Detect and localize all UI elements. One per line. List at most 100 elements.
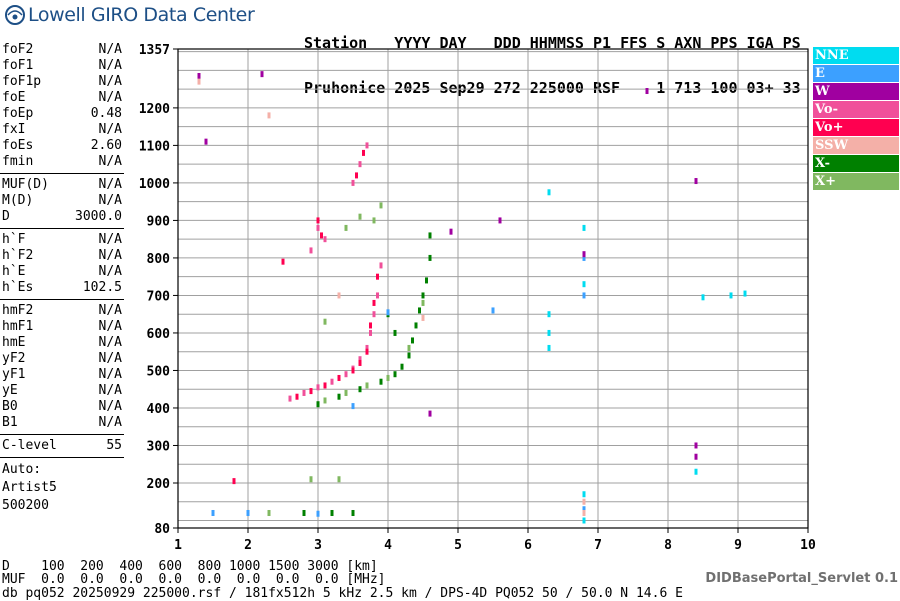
legend-item: X+	[813, 173, 899, 190]
y-tick-label: 1100	[139, 139, 170, 154]
data-point	[386, 309, 390, 316]
data-point	[337, 393, 341, 400]
legend-item: X-	[813, 155, 899, 172]
data-point	[295, 393, 299, 400]
param-name: hmE	[2, 335, 26, 350]
param-row: foE N/A	[0, 90, 124, 106]
data-point	[393, 371, 397, 378]
param-value: N/A	[98, 367, 122, 382]
param-row: hmF1 N/A	[0, 319, 124, 335]
giro-logo-icon	[5, 5, 25, 25]
x-tick-label: 4	[384, 538, 392, 553]
param-row: yF2 N/A	[0, 351, 124, 367]
param-row: h`F N/A	[0, 232, 124, 248]
param-value: N/A	[98, 303, 122, 318]
data-point	[743, 290, 747, 297]
data-point	[362, 149, 365, 156]
param-separator	[0, 173, 124, 174]
param-row: h`F2 N/A	[0, 248, 124, 264]
data-point	[358, 359, 362, 366]
legend: NNE E W Vo- Vo+ SSW X- X+	[813, 47, 899, 191]
data-point	[309, 388, 313, 395]
y-tick-label: 1357	[139, 43, 170, 58]
auto-line1: Auto:	[2, 462, 42, 477]
logo-text: Lowell GIRO Data Center	[28, 4, 255, 26]
data-point	[449, 228, 453, 235]
y-tick-label: 400	[147, 402, 171, 417]
data-point	[204, 138, 208, 145]
data-point	[358, 213, 362, 220]
param-row: C-level 55	[0, 438, 124, 454]
auto-line2: Artist5	[2, 480, 57, 495]
param-value: N/A	[98, 319, 122, 334]
param-row: yE N/A	[0, 383, 124, 399]
param-value: 0.48	[90, 106, 122, 121]
data-point	[316, 510, 320, 517]
data-point	[365, 344, 369, 351]
auto-line3: 500200	[2, 498, 49, 513]
data-point	[421, 314, 425, 321]
param-name: yF1	[2, 367, 26, 382]
param-row: foF1p N/A	[0, 74, 124, 90]
legend-item: SSW	[813, 137, 899, 154]
footer-info: db pq052 20250929 225000.rsf / 181fx512h…	[2, 586, 683, 601]
data-point	[351, 403, 355, 410]
data-point	[267, 112, 271, 119]
data-point	[498, 217, 502, 224]
param-row: yF1 N/A	[0, 367, 124, 383]
param-value: 2.60	[90, 138, 122, 153]
param-row: hmE N/A	[0, 335, 124, 351]
param-separator	[0, 299, 124, 300]
data-point	[582, 517, 586, 524]
param-value: N/A	[98, 383, 122, 398]
data-point	[582, 491, 586, 498]
data-point	[246, 509, 250, 516]
data-point	[491, 307, 495, 314]
x-tick-label: 8	[664, 538, 672, 553]
data-point	[323, 236, 327, 243]
param-separator	[0, 457, 124, 458]
data-point	[582, 506, 586, 513]
data-point	[379, 378, 383, 385]
data-point	[411, 337, 414, 344]
data-point	[337, 476, 341, 483]
data-point	[330, 378, 334, 385]
data-point	[694, 442, 698, 449]
data-point	[582, 224, 586, 231]
data-point	[418, 307, 421, 314]
data-point	[351, 367, 355, 374]
param-name: foEp	[2, 106, 34, 121]
data-point	[281, 258, 285, 265]
param-separator	[0, 228, 124, 229]
data-point	[323, 382, 327, 389]
data-point	[337, 374, 341, 381]
data-point	[267, 509, 271, 516]
param-name: yE	[2, 383, 18, 398]
data-point	[232, 478, 236, 485]
servlet-label: DIDBasePortal_Servlet 0.1	[705, 571, 898, 586]
x-tick-label: 3	[314, 538, 322, 553]
legend-item: Vo-	[813, 101, 899, 118]
y-tick-label: 1000	[139, 177, 170, 192]
param-name: C-level	[2, 438, 57, 453]
param-row: foEs 2.60	[0, 138, 124, 154]
param-name: B0	[2, 399, 18, 414]
plot-frame	[177, 48, 809, 529]
y-tick-label: 600	[147, 327, 171, 342]
param-value: N/A	[98, 58, 122, 73]
data-point	[372, 299, 376, 306]
data-point	[582, 251, 586, 258]
data-point	[260, 71, 264, 78]
data-point	[372, 311, 376, 318]
x-tick-label: 2	[244, 538, 252, 553]
data-point	[400, 363, 404, 370]
data-point	[197, 78, 201, 85]
data-point	[358, 161, 362, 168]
data-point	[582, 254, 586, 261]
data-point	[407, 344, 411, 351]
param-value: N/A	[98, 399, 122, 414]
legend-item: W	[813, 83, 899, 100]
param-row: foEp 0.48	[0, 106, 124, 122]
x-tick-label: 5	[454, 538, 462, 553]
